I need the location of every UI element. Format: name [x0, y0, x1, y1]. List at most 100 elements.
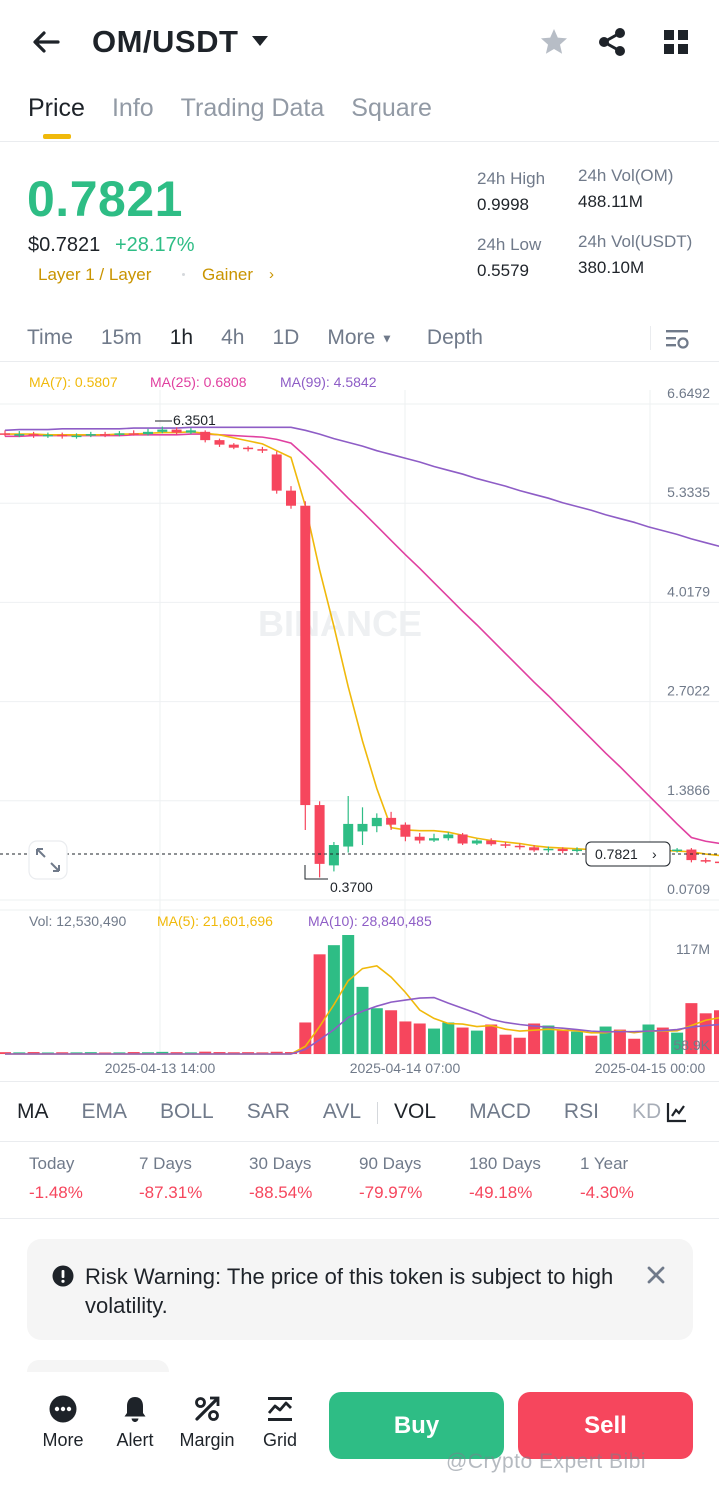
- price-axis-label: 0.0709: [667, 881, 710, 897]
- interval-15m[interactable]: 15m: [100, 326, 142, 349]
- volume-bar: [227, 1052, 240, 1054]
- candle-body: [214, 440, 225, 445]
- volume-bar: [385, 1010, 398, 1054]
- candle-body: [271, 454, 282, 491]
- margin-button[interactable]: Margin: [176, 1394, 238, 1451]
- grid-button[interactable]: Grid: [255, 1394, 305, 1451]
- indicator-boll[interactable]: BOLL: [160, 1100, 214, 1123]
- chevron-right-icon[interactable]: ›: [269, 266, 274, 283]
- candle-body: [371, 817, 382, 827]
- interval-1d[interactable]: 1D: [272, 326, 300, 349]
- indicator-sar[interactable]: SAR: [246, 1100, 290, 1123]
- volume-bar: [413, 1023, 426, 1054]
- depth-tab[interactable]: Depth: [426, 326, 483, 349]
- pair-title[interactable]: OM/USDT: [92, 24, 239, 59]
- candle-body: [672, 849, 683, 852]
- grid-menu-icon[interactable]: [660, 26, 692, 58]
- candle-body: [400, 824, 411, 837]
- vol-ma10-legend: MA(10): 28,840,485: [308, 913, 432, 929]
- candle-body: [14, 434, 25, 436]
- volume-bar: [399, 1021, 412, 1054]
- high-annotation: 6.3501: [173, 412, 216, 428]
- volume-bar: [13, 1052, 26, 1054]
- indicator-rsi[interactable]: RSI: [563, 1100, 599, 1123]
- pair-dropdown-icon[interactable]: [250, 34, 270, 48]
- volume-bar: [199, 1051, 212, 1054]
- volume-bar: [127, 1052, 140, 1054]
- candle-body: [557, 848, 568, 852]
- high-label: 24h High: [477, 169, 546, 188]
- perf-value: -79.97%: [359, 1183, 423, 1202]
- volume-bar: [585, 1035, 598, 1054]
- favorite-star-icon[interactable]: [538, 26, 570, 58]
- tab-price[interactable]: Price: [28, 94, 85, 122]
- fullscreen-button[interactable]: [28, 840, 68, 880]
- bell-icon: [124, 1397, 146, 1422]
- more-button[interactable]: More: [38, 1394, 88, 1451]
- margin-label: Margin: [179, 1430, 235, 1450]
- volume-bar: [599, 1026, 612, 1054]
- indicator-avl[interactable]: AVL: [322, 1100, 362, 1123]
- price-chart[interactable]: BINANCE 6.6492 5.3335 4.0179 2.7022 1.3866 0.…: [0, 360, 719, 1080]
- tab-square[interactable]: Square: [351, 94, 432, 122]
- expand-icon: [36, 848, 60, 872]
- volume-bar: [356, 986, 369, 1054]
- indicator-settings-icon[interactable]: [665, 1100, 689, 1124]
- sell-button[interactable]: Sell: [518, 1392, 693, 1459]
- last-price-box[interactable]: [585, 841, 671, 867]
- high-value: 0.9998: [477, 195, 529, 214]
- indicator-ma[interactable]: MA: [17, 1100, 49, 1123]
- indicator-vol[interactable]: VOL: [394, 1100, 437, 1123]
- volume-bar: [213, 1052, 226, 1054]
- tab-trading-data[interactable]: Trading Data: [180, 94, 325, 122]
- volume-bar: [342, 935, 355, 1054]
- top-tabs: Price Info Trading Data Square: [28, 94, 432, 123]
- chart-settings-icon[interactable]: [664, 326, 690, 352]
- low-label: 24h Low: [477, 235, 542, 254]
- ma7-line: [5, 431, 719, 857]
- alert-button[interactable]: Alert: [110, 1394, 160, 1451]
- ma25-line: [5, 433, 719, 845]
- volume-axis-label: 117M: [676, 941, 710, 957]
- tab-info[interactable]: Info: [111, 94, 154, 122]
- interval-time[interactable]: Time: [27, 326, 73, 349]
- candle-body: [686, 849, 697, 861]
- indicator-kd[interactable]: KD: [631, 1100, 662, 1123]
- interval-4h[interactable]: 4h: [221, 326, 245, 349]
- price-axis-label: 4.0179: [667, 583, 710, 599]
- perf-label: Today: [29, 1154, 75, 1173]
- candle-body: [243, 447, 254, 450]
- indicator-ema[interactable]: EMA: [81, 1100, 128, 1123]
- perf-value: -4.30%: [580, 1183, 634, 1202]
- usd-price: $0.7821: [28, 234, 101, 256]
- perf-label: 180 Days: [469, 1154, 541, 1173]
- indicator-tabs: MA EMA BOLL SAR AVL VOL MACD RSI KD: [17, 1100, 661, 1124]
- candle-body: [715, 861, 719, 864]
- grid-label: Grid: [262, 1430, 297, 1450]
- vol-quote-label: 24h Vol(USDT): [578, 232, 693, 251]
- time-axis-label: 2025-04-13 14:00: [105, 1060, 216, 1076]
- back-arrow-icon[interactable]: [28, 24, 64, 60]
- interval-1h[interactable]: 1h: [169, 326, 194, 349]
- volume-bar: [628, 1038, 641, 1054]
- grid-bot-icon: [267, 1397, 292, 1421]
- next-card-peek: [27, 1360, 169, 1372]
- volume-bar: [142, 1052, 154, 1054]
- alert-label: Alert: [116, 1430, 154, 1450]
- interval-more[interactable]: More ▼: [327, 326, 393, 350]
- indicator-divider: [0, 1141, 719, 1142]
- gainer-tag[interactable]: Gainer: [202, 265, 254, 284]
- candle-body: [28, 434, 39, 436]
- volume-bar: [613, 1029, 626, 1054]
- volume-bar: [428, 1028, 440, 1054]
- buy-button[interactable]: Buy: [329, 1392, 504, 1459]
- volume-bar: [656, 1027, 669, 1054]
- share-icon[interactable]: [596, 26, 628, 58]
- vol-quote-value: 380.10M: [578, 258, 645, 277]
- vol-base-label: 24h Vol(OM): [578, 166, 674, 185]
- close-icon[interactable]: [645, 1264, 667, 1286]
- perf-7d: 7 Days -87.31%: [139, 1154, 202, 1203]
- performance-divider: [0, 1218, 719, 1219]
- indicator-macd[interactable]: MACD: [469, 1100, 531, 1123]
- category-tag[interactable]: Layer 1 / Layer: [38, 265, 152, 284]
